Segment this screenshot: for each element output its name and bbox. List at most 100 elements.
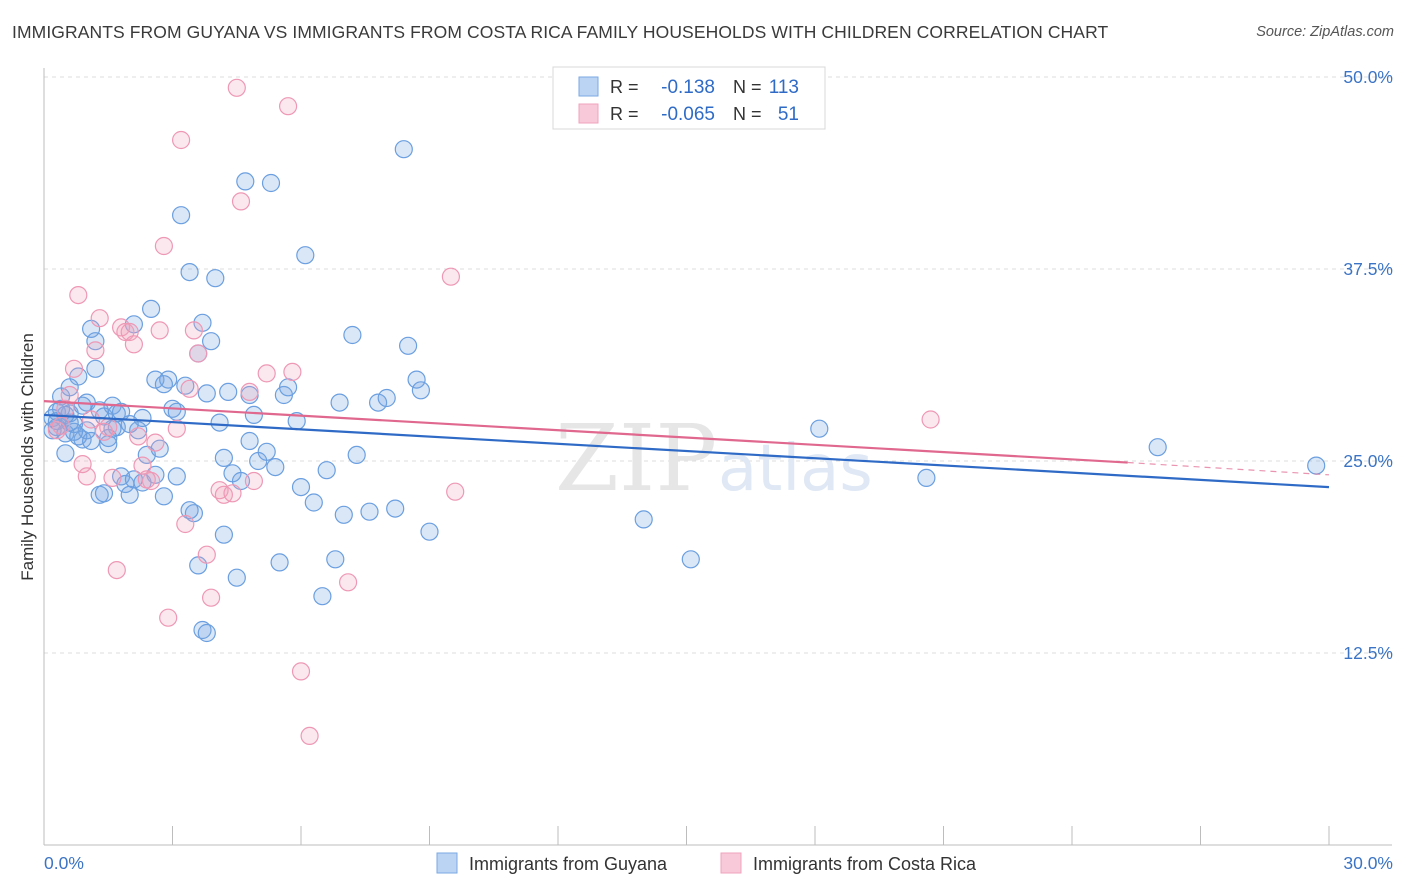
guyana-point-42 xyxy=(219,382,238,401)
costa-rica-point-35 xyxy=(231,192,251,211)
guyana-point-30 xyxy=(167,402,186,421)
guyana-point-50 xyxy=(257,442,276,461)
legend-r-value-2: -0.065 xyxy=(661,104,715,125)
legend-n-value-2: 51 xyxy=(778,104,799,125)
legend-box: R = -0.138 N = 113 R = -0.065 N = 51 xyxy=(552,66,826,130)
guyana-point-33 xyxy=(180,263,199,282)
guyana-point-111 xyxy=(81,431,101,451)
costa-rica-trend-extension xyxy=(1127,461,1330,476)
bottom-legend: Immigrants from Guyana Immigrants from C… xyxy=(436,852,977,874)
costa-rica-point-29 xyxy=(189,344,208,363)
costa-rica-point-48 xyxy=(94,422,114,441)
costa-rica-point-21 xyxy=(150,321,169,340)
guyana-point-107 xyxy=(917,468,936,487)
costa-rica-point-38 xyxy=(257,364,276,383)
costa-rica-point-18 xyxy=(133,456,152,475)
axes xyxy=(43,68,1392,846)
guyana-point-67 xyxy=(377,388,396,408)
costa-rica-point-40 xyxy=(283,362,302,381)
guyana-point-96 xyxy=(266,458,285,477)
costa-rica-point-14 xyxy=(116,322,135,342)
costa-rica-point-46 xyxy=(921,410,940,429)
y-tick-labels: 12.5% 25.0% 37.5% 50.0% xyxy=(1343,67,1393,663)
bottom-legend-swatch-guyana xyxy=(436,852,458,874)
costa-rica-point-16 xyxy=(124,335,143,354)
legend-n-label-2: N = xyxy=(733,104,762,124)
legend-swatch-costa-rica xyxy=(578,103,599,124)
costa-rica-point-1 xyxy=(51,416,71,435)
costa-rica-point-28 xyxy=(184,321,203,340)
costa-rica-point-49 xyxy=(137,470,156,489)
y-tick-label-2: 37.5% xyxy=(1343,259,1393,279)
guyana-point-106 xyxy=(810,419,829,438)
costa-rica-point-4 xyxy=(64,359,84,378)
x-tick-labels: 0.0% 30.0% xyxy=(44,853,1393,873)
guyana-point-31 xyxy=(172,206,191,225)
costa-rica-point-30 xyxy=(197,545,216,564)
costa-rica-point-17 xyxy=(129,427,148,446)
guyana-point-25 xyxy=(146,370,165,389)
watermark-zip: ZIP xyxy=(555,405,717,512)
costa-rica-point-3 xyxy=(60,385,79,405)
costa-rica-point-31 xyxy=(202,588,221,607)
guyana-point-63 xyxy=(343,325,362,345)
costa-rica-point-22 xyxy=(154,236,173,256)
guyana-point-39 xyxy=(206,269,225,288)
guyana-point-65 xyxy=(360,502,379,521)
legend-n-value-1: 113 xyxy=(769,77,799,98)
legend-n-label-1: N = xyxy=(733,77,762,97)
guyana-point-102 xyxy=(154,375,173,394)
guyana-point-38 xyxy=(202,332,221,351)
grid-lines xyxy=(44,76,1392,654)
guyana-point-104 xyxy=(634,510,653,529)
costa-rica-point-47 xyxy=(73,455,92,474)
guyana-point-72 xyxy=(411,381,430,400)
data-points xyxy=(43,78,1326,746)
costa-rica-point-41 xyxy=(291,662,311,681)
chart-title: IMMIGRANTS FROM GUYANA VS IMMIGRANTS FRO… xyxy=(12,22,1109,42)
costa-rica-point-24 xyxy=(167,419,186,438)
guyana-point-62 xyxy=(334,505,353,524)
legend-r-label-2: R = xyxy=(610,104,639,124)
guyana-point-69 xyxy=(394,140,413,159)
guyana-point-92 xyxy=(94,484,114,503)
costa-rica-point-43 xyxy=(339,573,358,592)
guyana-point-52 xyxy=(270,553,289,572)
costa-rica-point-11 xyxy=(103,468,122,487)
guyana-point-48 xyxy=(244,405,263,424)
guyana-point-64 xyxy=(347,445,366,464)
bottom-legend-label-guyana: Immigrants from Guyana xyxy=(469,854,668,874)
guyana-point-51 xyxy=(261,173,281,193)
costa-rica-trend-line xyxy=(43,399,1128,464)
guyana-point-24 xyxy=(142,299,161,318)
guyana-point-70 xyxy=(399,336,418,355)
guyana-point-58 xyxy=(304,493,323,512)
costa-rica-point-7 xyxy=(81,410,101,429)
guyana-point-71 xyxy=(407,370,426,389)
guyana-point-19 xyxy=(120,485,139,504)
guyana-point-61 xyxy=(326,550,345,569)
y-tick-label-1: 25.0% xyxy=(1343,451,1393,471)
y-tick-label-3: 50.0% xyxy=(1343,67,1393,87)
guyana-trend-line xyxy=(43,413,1330,489)
legend-r-label-1: R = xyxy=(610,77,639,97)
guyana-point-44 xyxy=(227,568,246,587)
costa-rica-point-23 xyxy=(159,608,178,627)
costa-rica-point-25 xyxy=(172,130,191,150)
legend-swatch-guyana xyxy=(578,76,599,97)
guyana-point-40 xyxy=(210,413,229,432)
trend-lines xyxy=(43,399,1330,489)
guyana-point-47 xyxy=(240,431,259,451)
costa-rica-point-5 xyxy=(69,286,88,305)
x-tick-label-0: 0.0% xyxy=(44,853,84,873)
costa-rica-point-12 xyxy=(107,560,126,580)
guyana-point-66 xyxy=(369,393,388,412)
guyana-point-56 xyxy=(291,478,311,497)
guyana-point-37 xyxy=(197,384,216,403)
guyana-point-59 xyxy=(313,587,332,606)
costa-rica-point-45 xyxy=(446,482,465,501)
bottom-legend-swatch-costa-rica xyxy=(720,852,742,874)
costa-rica-point-50 xyxy=(223,484,242,503)
guyana-point-73 xyxy=(420,522,439,541)
